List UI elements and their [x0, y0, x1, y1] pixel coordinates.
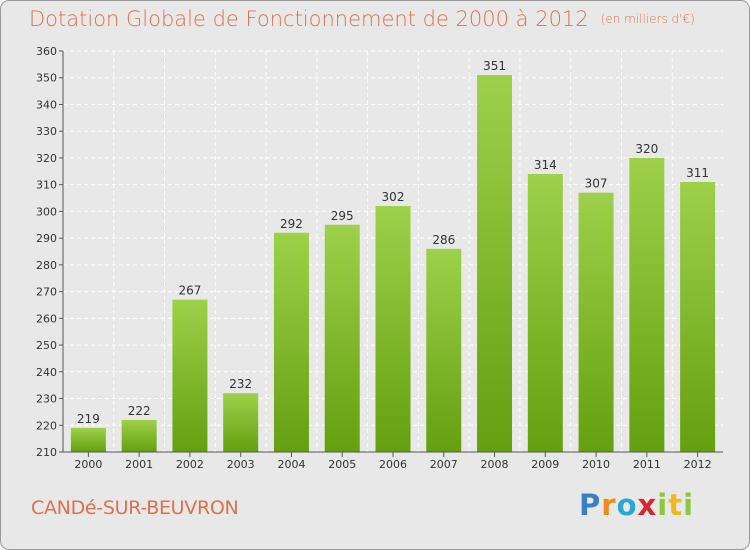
data-label: 286	[432, 233, 455, 247]
data-label: 302	[382, 190, 405, 204]
y-tick-label: 350	[36, 72, 57, 85]
x-tick-label: 2007	[430, 458, 458, 471]
logo-letter: o	[616, 488, 638, 522]
y-tick-label: 220	[36, 419, 57, 432]
x-tick-label: 2003	[227, 458, 255, 471]
logo-letter: x	[637, 488, 658, 522]
data-label: 292	[280, 217, 303, 231]
data-label: 222	[128, 404, 151, 418]
bar	[477, 75, 513, 452]
x-tick-label: 2011	[633, 458, 661, 471]
logo-letter: i	[657, 488, 669, 522]
chart-title: Dotation Globale de Fonctionnement de 20…	[29, 7, 695, 31]
bar	[273, 232, 309, 452]
bar	[172, 299, 208, 452]
x-tick-label: 2004	[277, 458, 305, 471]
x-tick-label: 2012	[684, 458, 712, 471]
y-tick-label: 230	[36, 393, 57, 406]
y-tick-label: 270	[36, 286, 57, 299]
data-label: 307	[585, 177, 608, 191]
y-tick-label: 210	[36, 446, 57, 459]
logo-letter: r	[601, 488, 617, 522]
y-tick-label: 240	[36, 366, 57, 379]
x-tick-label: 2009	[531, 458, 559, 471]
data-label: 232	[229, 377, 252, 391]
data-label: 295	[331, 209, 354, 223]
bar	[324, 224, 360, 452]
y-tick-label: 300	[36, 205, 57, 218]
data-label: 311	[686, 166, 709, 180]
data-label: 219	[77, 412, 100, 426]
x-tick-label: 2000	[74, 458, 102, 471]
x-tick-label: 2002	[176, 458, 204, 471]
y-tick-label: 330	[36, 125, 57, 138]
logo-letter: P	[579, 488, 602, 522]
y-tick-label: 260	[36, 312, 57, 325]
commune-name: CANDé-SUR-BEUVRON	[31, 497, 239, 519]
bar	[680, 181, 716, 452]
data-label: 351	[483, 59, 506, 73]
logo-letter: t	[668, 488, 684, 522]
y-tick-label: 250	[36, 339, 57, 352]
y-tick-label: 360	[36, 45, 57, 58]
x-tick-label: 2010	[582, 458, 610, 471]
data-label: 267	[178, 284, 201, 298]
data-label: 314	[534, 158, 557, 172]
bar	[121, 419, 157, 452]
data-label: 320	[635, 142, 658, 156]
x-tick-label: 2001	[125, 458, 153, 471]
proxiti-logo: Proxiti	[579, 488, 694, 522]
bar	[629, 157, 665, 452]
bar	[375, 206, 411, 452]
y-tick-label: 290	[36, 232, 57, 245]
x-tick-label: 2008	[481, 458, 509, 471]
chart-title-text: Dotation Globale de Fonctionnement de 20…	[29, 7, 589, 31]
bar	[223, 393, 259, 452]
logo-letter: i	[683, 488, 695, 522]
x-tick-label: 2006	[379, 458, 407, 471]
y-tick-label: 320	[36, 152, 57, 165]
bar	[426, 248, 462, 452]
bar	[70, 427, 106, 452]
y-tick-label: 310	[36, 179, 57, 192]
y-tick-label: 280	[36, 259, 57, 272]
chart-subtitle: (en milliers d'€)	[600, 12, 695, 26]
bar	[578, 192, 614, 453]
x-tick-label: 2005	[328, 458, 356, 471]
bar	[527, 173, 563, 452]
y-tick-label: 340	[36, 98, 57, 111]
